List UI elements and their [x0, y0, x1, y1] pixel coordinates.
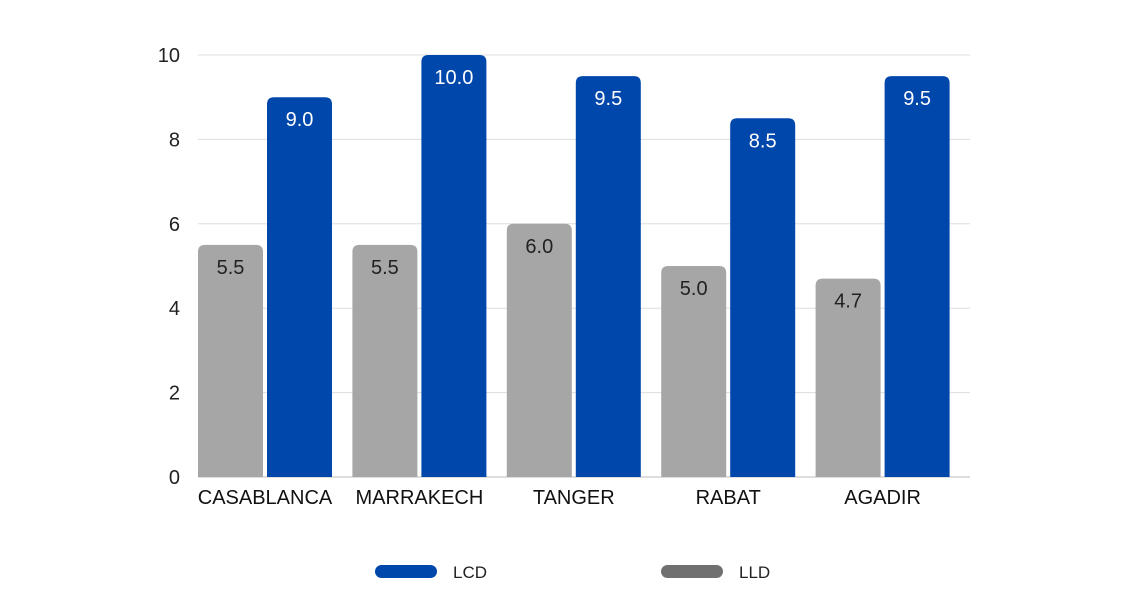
data-label-lld: 6.0 — [525, 236, 553, 258]
bar-lld-tanger — [506, 223, 572, 477]
data-label-lld: 5.5 — [217, 257, 245, 279]
y-tick-label: 6 — [169, 214, 180, 236]
y-axis: 0 2 4 6 8 10 — [158, 45, 180, 489]
y-tick-label: 10 — [158, 45, 180, 67]
y-tick-label: 2 — [169, 383, 180, 405]
bar-lld-marrakech — [352, 244, 418, 477]
bar-lld-rabat — [661, 266, 727, 477]
x-tick-label: RABAT — [696, 487, 761, 509]
x-axis: CASABLANCA MARRAKECH TANGER RABAT AGADIR — [198, 487, 921, 509]
bar-lcd-tanger — [575, 76, 641, 477]
legend-label-lcd: LCD — [453, 563, 487, 582]
legend: LCD LLD — [375, 563, 770, 582]
data-label-lcd: 10.0 — [434, 67, 473, 89]
bar-lld-agadir — [815, 278, 881, 477]
x-tick-label: MARRAKECH — [356, 487, 484, 509]
data-labels: 5.5 9.0 5.5 10.0 6.0 9.5 5.0 8.5 4.7 9.5 — [217, 67, 931, 313]
bars — [198, 55, 950, 478]
data-label-lld: 4.7 — [834, 291, 862, 313]
x-tick-label: AGADIR — [844, 487, 921, 509]
data-label-lld: 5.5 — [371, 257, 399, 279]
bar-lld-casablanca — [198, 244, 263, 477]
data-label-lcd: 8.5 — [749, 130, 777, 152]
bar-lcd-rabat — [730, 118, 796, 478]
data-label-lcd: 9.5 — [903, 88, 931, 110]
legend-label-lld: LLD — [739, 563, 770, 582]
data-label-lld: 5.0 — [680, 278, 708, 300]
data-label-lcd: 9.5 — [594, 88, 622, 110]
y-tick-label: 0 — [169, 467, 180, 489]
bar-lcd-casablanca — [267, 97, 332, 477]
y-tick-label: 4 — [169, 298, 180, 320]
legend-swatch-lcd — [375, 565, 437, 578]
x-tick-label: CASABLANCA — [198, 487, 333, 509]
bar-lcd-agadir — [884, 76, 950, 477]
bar-lcd-marrakech — [421, 55, 487, 477]
y-tick-label: 8 — [169, 129, 180, 151]
data-label-lcd: 9.0 — [286, 109, 314, 131]
legend-swatch-lld — [661, 565, 723, 578]
x-tick-label: TANGER — [533, 487, 615, 509]
